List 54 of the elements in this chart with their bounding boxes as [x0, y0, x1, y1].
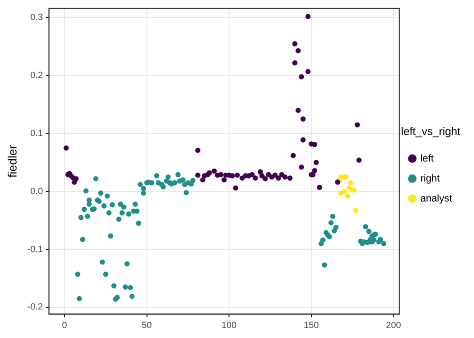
point — [300, 137, 306, 142]
point — [305, 68, 311, 74]
point — [338, 190, 344, 196]
x-tick-label: 50 — [142, 320, 152, 330]
point — [312, 168, 318, 174]
point — [222, 177, 227, 182]
point — [354, 122, 360, 128]
y-tick-label: 0.1 — [30, 128, 43, 138]
x-tick-label: 100 — [222, 320, 237, 330]
point — [252, 175, 258, 181]
point — [292, 41, 298, 46]
point — [233, 185, 238, 191]
point — [344, 193, 350, 199]
point — [348, 180, 354, 186]
point — [212, 168, 217, 174]
point — [290, 152, 296, 158]
point — [234, 172, 240, 178]
point — [282, 174, 288, 180]
point — [356, 158, 362, 163]
point — [259, 173, 265, 178]
point — [249, 172, 255, 178]
x-tick-label: 150 — [304, 320, 319, 330]
point — [258, 169, 263, 174]
x-tick-label: 200 — [386, 320, 402, 330]
point — [314, 160, 319, 166]
point — [316, 184, 322, 190]
point — [195, 148, 200, 153]
point — [353, 208, 358, 214]
legend-label: left — [420, 153, 434, 164]
point — [272, 172, 278, 178]
point — [64, 145, 69, 151]
point — [300, 116, 306, 122]
point — [262, 176, 268, 182]
point — [298, 74, 304, 80]
point — [305, 14, 311, 20]
legend-title: left_vs_right — [401, 126, 460, 138]
point — [296, 48, 301, 54]
point — [195, 172, 200, 178]
y-tick-label: 0.0 — [30, 186, 43, 196]
point — [292, 60, 298, 66]
legend-label: right — [420, 173, 440, 184]
point — [276, 175, 281, 181]
y-tick-label: 0.2 — [30, 70, 43, 80]
y-axis-title: fiedler — [6, 144, 20, 178]
point — [230, 173, 235, 178]
point — [218, 172, 224, 178]
point — [298, 164, 304, 170]
y-tick-label: -0.1 — [27, 244, 43, 254]
y-tick-label: -0.2 — [27, 302, 43, 312]
legend-label: analyst — [420, 193, 452, 204]
point — [296, 108, 301, 113]
x-tick-label: 0 — [62, 320, 68, 330]
point — [287, 175, 293, 181]
y-tick-label: 0.3 — [30, 12, 43, 22]
